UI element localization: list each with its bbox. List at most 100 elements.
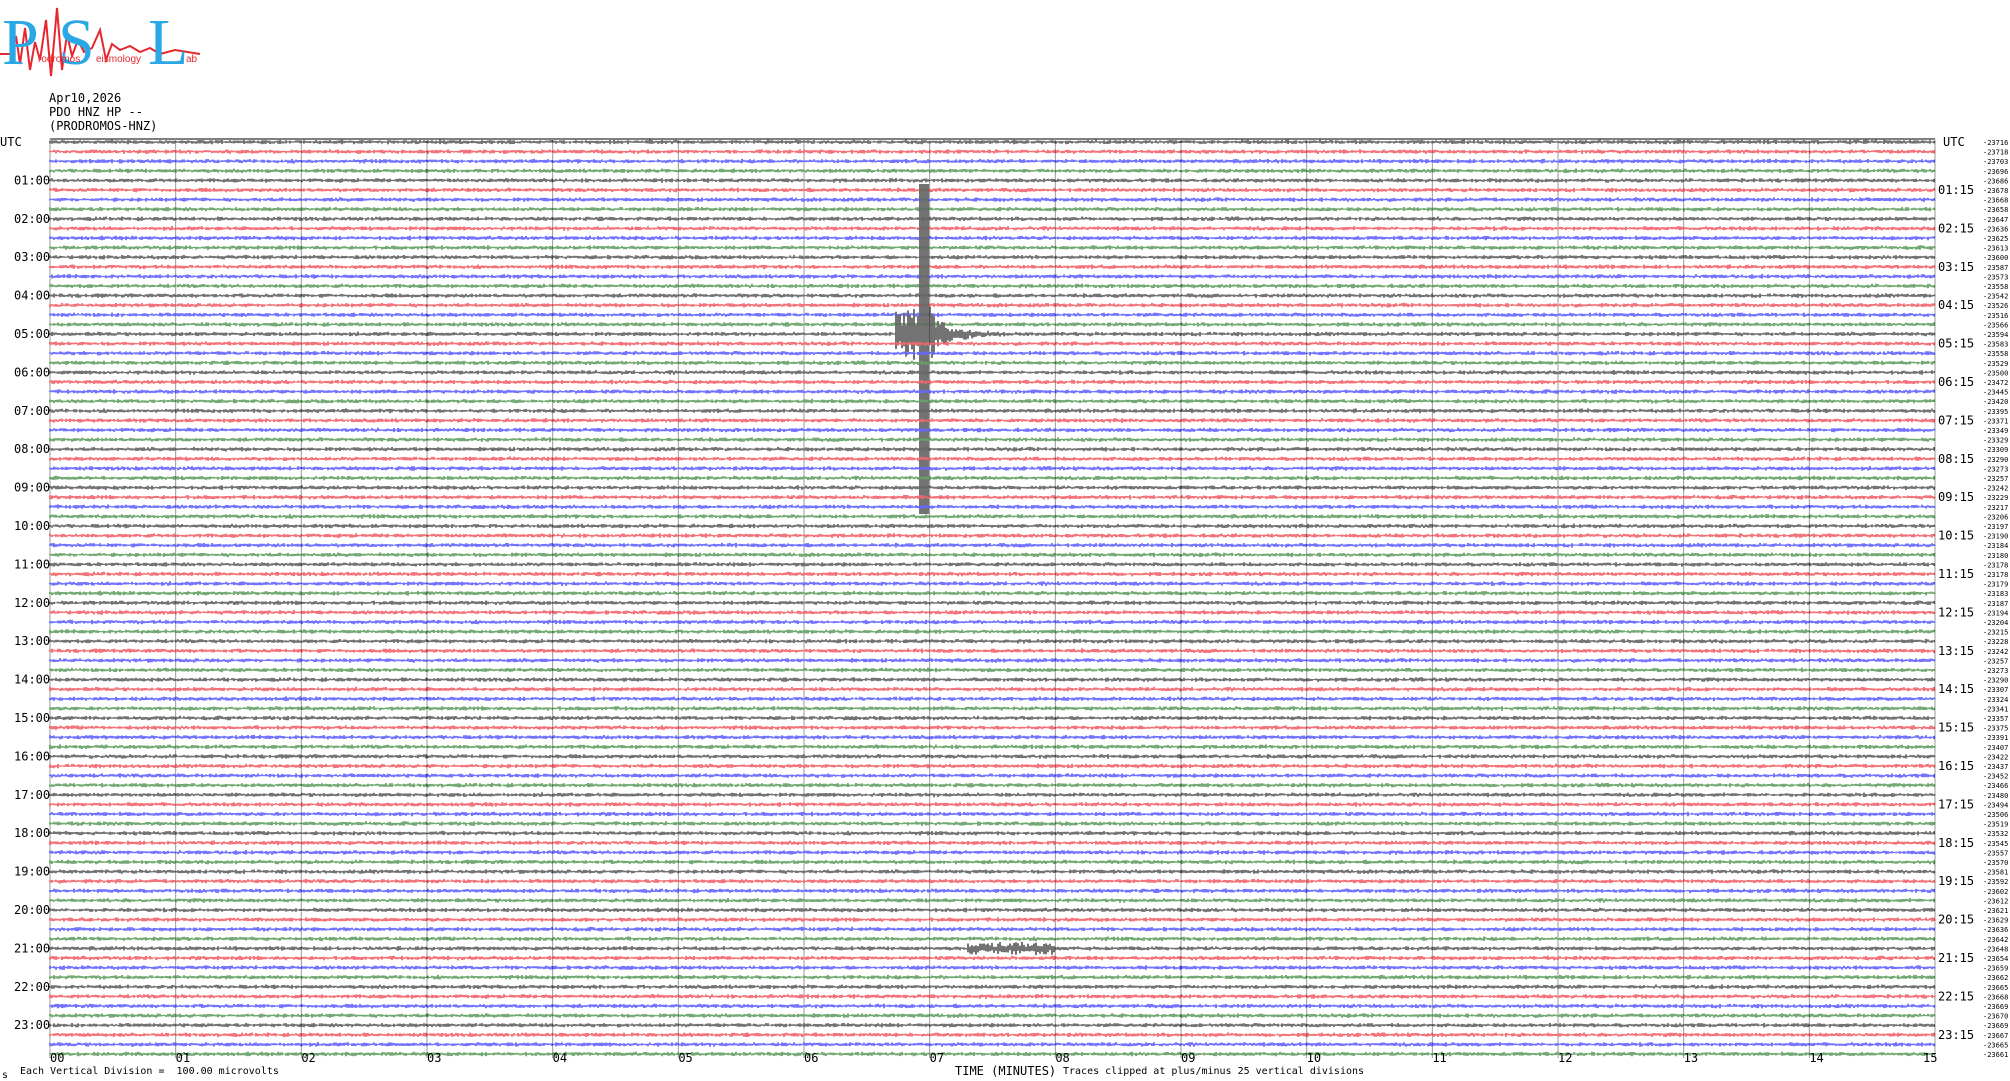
trace-offset-label: -23178	[1983, 561, 2008, 569]
x-tick-label: 05	[678, 1051, 692, 1065]
trace-line	[49, 418, 1935, 423]
trace-line	[49, 648, 1935, 654]
trace-line	[49, 322, 1935, 327]
trace-offset-label: -23273	[1983, 465, 2008, 473]
trace-offset-label: -23636	[1983, 926, 2008, 934]
trace-line	[49, 158, 1935, 164]
right-hour-label: 16:15	[1938, 759, 1974, 773]
right-hour-label: 12:15	[1938, 605, 1974, 619]
trace-offset-label: -23566	[1983, 321, 2008, 329]
footer-left-mark: s	[2, 1070, 9, 1081]
trace-line	[49, 571, 1935, 577]
trace-line	[49, 523, 1935, 529]
right-hour-label: 17:15	[1938, 797, 1974, 811]
trace-line	[49, 216, 1935, 222]
trace-line	[49, 206, 1935, 212]
trace-line	[49, 197, 1935, 202]
trace-line	[49, 941, 1935, 956]
trace-offset-label: -23636	[1983, 225, 2008, 233]
x-tick-label: 12	[1558, 1051, 1572, 1065]
x-tick-label: 02	[301, 1051, 315, 1065]
trace-offset-label: -23324	[1983, 696, 2008, 704]
trace-offset-label: -23602	[1983, 888, 2008, 896]
trace-line	[49, 638, 1935, 644]
right-hour-label: 07:15	[1938, 413, 1974, 427]
trace-line	[49, 226, 1935, 231]
trace-line	[49, 763, 1935, 769]
trace-offset-label: -23500	[1983, 369, 2008, 377]
left-hour-label: 10:00	[14, 519, 50, 533]
trace-line	[49, 437, 1935, 442]
trace-line	[49, 504, 1935, 510]
left-hour-label: 03:00	[14, 250, 50, 264]
trace-offset-label: -23532	[1983, 830, 2008, 838]
trace-offset-label: -23290	[1983, 677, 2008, 685]
trace-line	[49, 821, 1935, 826]
trace-offset-label: -23594	[1983, 331, 2008, 339]
trace-offset-label: -23257	[1983, 475, 2008, 483]
trace-line	[49, 178, 1935, 183]
trace-line	[49, 974, 1935, 980]
trace-line	[49, 350, 1935, 356]
trace-line	[49, 379, 1935, 385]
left-hour-label: 21:00	[14, 941, 50, 955]
trace-line	[49, 427, 1935, 433]
trace-offset-label: -23420	[1983, 398, 2008, 406]
trace-offset-label: -23197	[1983, 523, 2008, 531]
trace-offset-label: -23204	[1983, 619, 2008, 627]
trace-line	[49, 581, 1935, 586]
trace-offset-label: -23545	[1983, 840, 2008, 848]
x-tick-label: 04	[553, 1051, 567, 1065]
trace-offset-label: -23178	[1983, 571, 2008, 579]
logo-word-3: ab	[186, 54, 198, 65]
trace-line	[49, 1003, 1935, 1009]
left-hour-label: 22:00	[14, 980, 50, 994]
trace-line	[49, 1051, 1935, 1057]
left-hour-label: 04:00	[14, 289, 50, 303]
trace-offset-label: -23187	[1983, 600, 2008, 608]
trace-line	[49, 283, 1935, 289]
trace-offset-label: -23654	[1983, 955, 2008, 963]
trace-offset-label: -23472	[1983, 379, 2008, 387]
left-hour-label: 12:00	[14, 596, 50, 610]
trace-offset-label: -23642	[1983, 936, 2008, 944]
trace-offset-label: -23648	[1983, 945, 2008, 953]
trace-line	[49, 475, 1935, 481]
trace-offset-label: -23183	[1983, 590, 2008, 598]
trace-offset-label: -23570	[1983, 859, 2008, 867]
header-station: (PRODROMOS-HNZ)	[49, 119, 158, 133]
trace-line	[49, 984, 1935, 990]
trace-offset-label: -23625	[1983, 235, 2008, 243]
left-hour-label: 15:00	[14, 711, 50, 725]
right-hour-label: 10:15	[1938, 529, 1974, 543]
trace-line	[49, 600, 1935, 606]
trace-line	[49, 370, 1935, 375]
trace-line	[49, 235, 1935, 241]
footer-clip-note: Traces clipped at plus/minus 25 vertical…	[1063, 1066, 1365, 1077]
trace-offset-label: -23686	[1983, 177, 2008, 185]
trace-line	[49, 677, 1935, 682]
logo-letter-l: L	[148, 6, 188, 79]
trace-line	[49, 264, 1935, 270]
footer-scale-note: Each Vertical Division = 100.00 microvol…	[20, 1066, 279, 1077]
left-hour-label: 07:00	[14, 404, 50, 418]
trace-offset-label: -23665	[1983, 1041, 2008, 1049]
trace-offset-label: -23612	[1983, 897, 2008, 905]
trace-line	[49, 139, 1935, 145]
trace-line	[49, 149, 1935, 154]
trace-offset-label: -23647	[1983, 216, 2008, 224]
trace-line	[49, 485, 1935, 490]
trace-line	[49, 533, 1935, 538]
trace-offset-label: -23242	[1983, 648, 2008, 656]
trace-line	[49, 389, 1935, 394]
trace-line	[49, 830, 1935, 836]
right-utc-title: UTC	[1943, 135, 1965, 149]
trace-offset-label: -23422	[1983, 753, 2008, 761]
trace-offset-label: -23667	[1983, 1032, 2008, 1040]
x-tick-label: 09	[1181, 1051, 1195, 1065]
trace-line	[49, 667, 1935, 673]
trace-line	[49, 725, 1935, 730]
trace-line	[49, 917, 1935, 922]
left-hour-label: 08:00	[14, 442, 50, 456]
x-tick-label: 03	[427, 1051, 441, 1065]
